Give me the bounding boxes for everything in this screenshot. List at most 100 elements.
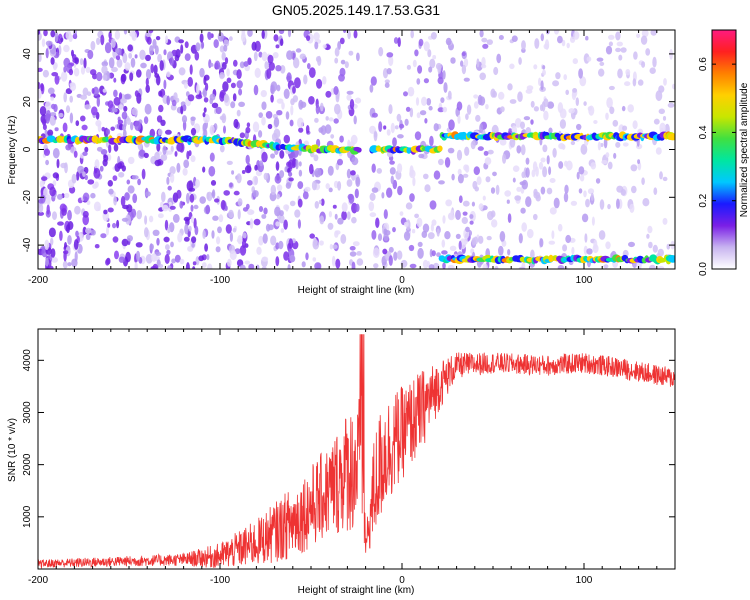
spectrogram-cell xyxy=(71,173,77,184)
spectrogram-cell xyxy=(447,264,455,269)
spectrogram-cell xyxy=(228,209,234,219)
spectrogram-cell xyxy=(208,166,216,177)
spectrogram-cell xyxy=(327,222,334,230)
y-tick-label: -20 xyxy=(22,190,33,205)
spectrogram-cell xyxy=(606,97,613,109)
spectrogram-cell xyxy=(191,242,195,248)
spectrogram-cell xyxy=(123,105,128,112)
spectrogram-cell xyxy=(145,77,149,87)
spectrogram-cell xyxy=(203,76,207,86)
spectrogram-cell xyxy=(337,158,343,166)
spectrogram-cell xyxy=(431,250,436,257)
spectral-line-mark xyxy=(668,255,675,263)
spectrogram-cell xyxy=(641,30,649,38)
spectrogram-cell xyxy=(349,99,355,110)
spectrogram-cell xyxy=(523,116,531,121)
spectrogram-cell xyxy=(166,95,170,106)
spectrogram-cell xyxy=(264,61,269,70)
spectrogram-cell xyxy=(540,186,546,195)
spectrogram-cell xyxy=(261,266,267,269)
spectrogram-cell xyxy=(314,262,322,269)
spectrogram-cell xyxy=(247,180,253,186)
spectrogram-cell xyxy=(478,235,484,244)
spectrogram-cell xyxy=(509,99,517,104)
spectrogram-cell xyxy=(158,104,164,113)
spectrogram-cell xyxy=(263,172,269,181)
spectrogram-cell xyxy=(107,180,114,187)
spectrogram-cell xyxy=(312,239,320,250)
spectrogram-cell xyxy=(563,192,569,203)
spectrogram-cell xyxy=(84,146,89,153)
spectrogram-cell xyxy=(491,219,498,228)
spectrogram-cell xyxy=(624,81,631,87)
spectrogram-cell xyxy=(314,41,319,50)
spectrogram-cell xyxy=(418,153,425,159)
spectrogram-cell xyxy=(262,233,268,244)
spectrogram-cell xyxy=(476,176,482,186)
spectrogram-cell xyxy=(252,175,259,186)
spectrogram-cell xyxy=(618,54,623,61)
spectrogram-cell xyxy=(199,67,205,78)
spectrogram-cell xyxy=(67,235,72,245)
spectrogram-cell xyxy=(85,66,91,73)
spectrogram-cell xyxy=(287,264,291,269)
spectrogram-cell xyxy=(233,59,238,67)
spectrogram-cell xyxy=(105,128,111,135)
spectrogram-cell xyxy=(73,67,80,77)
spectrogram-cell xyxy=(267,54,274,64)
spectrogram-cell xyxy=(123,30,128,35)
spectrogram-cell xyxy=(215,246,221,253)
spectrogram-cell xyxy=(499,231,506,242)
spectrogram-cell xyxy=(43,30,48,37)
spectrogram-cell xyxy=(117,162,123,169)
spectrogram-cell xyxy=(139,49,146,60)
spectrogram-cell xyxy=(443,82,448,93)
spectrogram-cell xyxy=(518,266,526,269)
spectrogram-cell xyxy=(512,165,520,172)
spectrogram-cell xyxy=(428,105,433,111)
spectrogram-cell xyxy=(239,132,246,139)
spectrogram-cell xyxy=(127,185,135,194)
spectrogram-cell xyxy=(163,49,167,56)
spectrogram-cell xyxy=(369,84,374,93)
spectrogram-cell xyxy=(92,86,99,97)
spectrogram-cell xyxy=(325,116,329,121)
spectrogram-cell xyxy=(354,97,362,104)
spectrogram-cell xyxy=(557,35,563,44)
spectrogram-cell xyxy=(297,198,303,208)
spectrogram-cell xyxy=(437,64,442,74)
spectrogram-cell xyxy=(578,188,583,194)
spectrogram-cell xyxy=(350,170,356,176)
spectrogram-cell xyxy=(332,244,338,249)
spectrogram-cell xyxy=(565,89,569,96)
spectrogram-cell xyxy=(289,254,296,263)
spectrogram-cell xyxy=(344,61,349,69)
spectrogram-cell xyxy=(127,156,135,165)
spectrogram-cell xyxy=(458,195,463,203)
spectrogram-cell xyxy=(436,228,440,237)
spectrogram-cell xyxy=(632,78,637,87)
spectrogram-cell xyxy=(479,72,487,81)
spectrogram-cell xyxy=(204,243,209,252)
spectrogram-cell xyxy=(184,223,189,235)
spectrogram-cell xyxy=(585,198,590,208)
spectrogram-cell xyxy=(205,82,209,91)
spectrogram-cell xyxy=(521,171,526,179)
spectrogram-cell xyxy=(53,64,57,71)
spectrogram-cell xyxy=(203,97,209,103)
spectrogram-cell xyxy=(540,33,544,42)
spectrogram-cell xyxy=(118,172,125,178)
spectrogram-cell xyxy=(38,211,45,216)
spectrogram-cell xyxy=(475,114,481,122)
spectrogram-cell xyxy=(211,191,215,197)
spectrogram-cell xyxy=(94,181,99,188)
spectrogram-cell xyxy=(394,125,399,130)
spectrogram-cell xyxy=(121,165,127,172)
spectrogram-cell xyxy=(280,38,284,46)
spectrogram-cell xyxy=(561,39,566,47)
x-tick-label: 0 xyxy=(399,275,405,286)
spectrogram-cell xyxy=(520,207,526,214)
spectrogram-cell xyxy=(369,212,377,218)
spectrogram-cell xyxy=(256,246,262,255)
